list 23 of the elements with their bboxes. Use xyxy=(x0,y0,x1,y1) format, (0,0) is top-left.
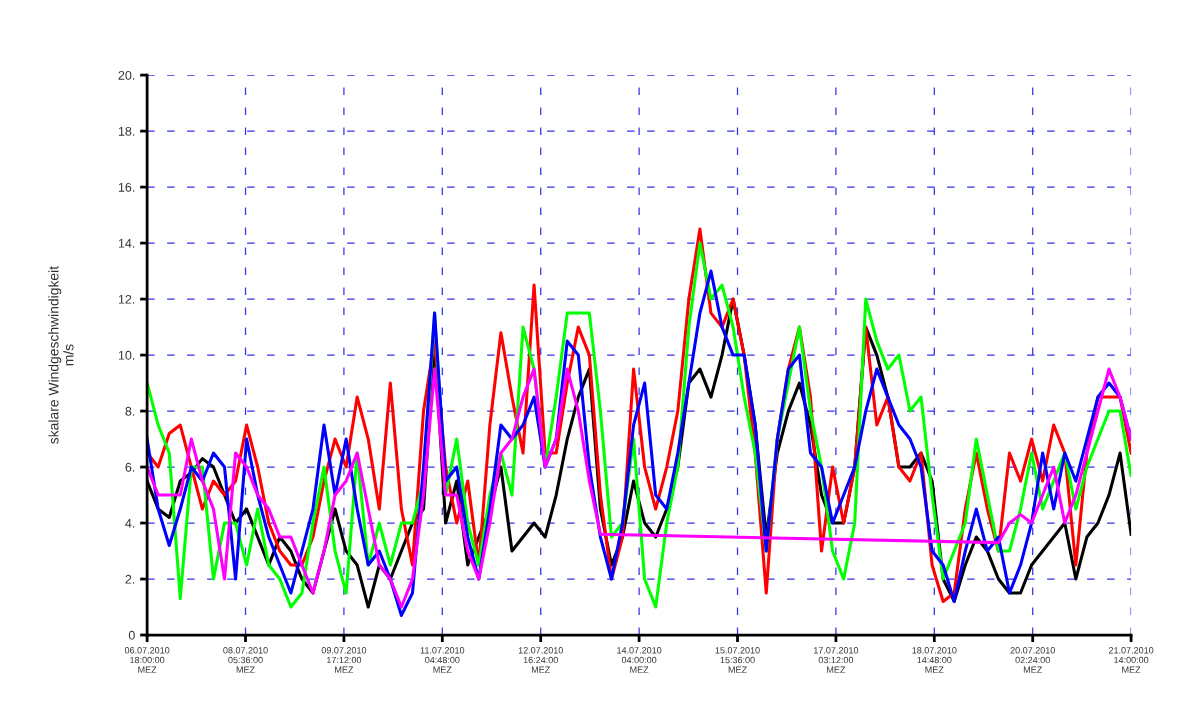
y-tick-label: 18. xyxy=(118,126,135,136)
x-tick-label: 18.07.2010 14:48:00 MEZ xyxy=(912,647,957,673)
x-tick-label: 09.07.2010 17:12:00 MEZ xyxy=(321,647,367,673)
y-tick-label: 14. xyxy=(118,239,135,248)
x-tick-label: 20.07.2010 02:24:00 MEZ xyxy=(1010,647,1055,673)
y-tick-label: 4. xyxy=(125,518,135,528)
x-tick-label: 17.07.2010 03:12:00 MEZ xyxy=(814,647,859,673)
y-tick-label: 0 xyxy=(128,630,135,640)
x-tick-label: 14.07.2010 04:00:00 MEZ xyxy=(617,647,662,673)
y-tick-label: 12. xyxy=(118,294,135,304)
y-tick-label: 10. xyxy=(118,350,135,360)
x-tick-label: 06.07.2010 18:00:00 MEZ xyxy=(124,647,170,673)
y-tick-label: 2. xyxy=(125,574,135,584)
x-tick-label: 11.07.2010 04:48:00 MEZ xyxy=(420,647,465,673)
x-tick-label: 15.07.2010 15:36:00 MEZ xyxy=(715,647,760,673)
y-tick-label: 8. xyxy=(125,406,135,416)
x-tick-label: 12.07.2010 16:24:00 MEZ xyxy=(518,647,563,673)
y-tick-label: 16. xyxy=(118,182,135,192)
y-axis-title: skalare Windgeschwindigkeit m/s xyxy=(48,266,74,444)
y-tick-label: 6. xyxy=(125,462,135,472)
y-tick-label: 20. xyxy=(118,70,135,80)
x-tick-label: 08.07.2010 05:36:00 MEZ xyxy=(223,647,268,673)
x-tick-label: 21.07.2010 14:00:00 MEZ xyxy=(1108,647,1154,673)
